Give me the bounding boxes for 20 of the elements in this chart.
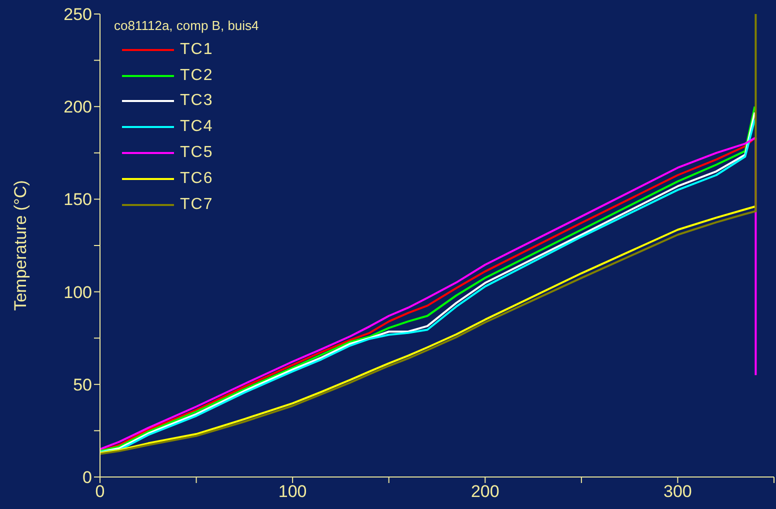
x-tick-label: 200 xyxy=(470,482,500,502)
legend-label: TC7 xyxy=(180,196,214,214)
legend-title: co81112a, comp B, buis4 xyxy=(114,18,260,33)
x-tick-label: 0 xyxy=(95,482,105,502)
y-tick-label: 100 xyxy=(64,282,92,302)
legend-label: TC3 xyxy=(180,92,214,110)
y-tick-label: 250 xyxy=(64,5,92,24)
x-tick-label: 300 xyxy=(664,482,692,502)
legend-label: TC1 xyxy=(180,40,214,59)
y-tick-label: 200 xyxy=(64,98,92,117)
legend-label: TC4 xyxy=(180,118,214,136)
x-tick-label: 100 xyxy=(278,482,307,502)
legend-label: TC6 xyxy=(180,170,214,188)
legend-label: TC2 xyxy=(180,66,214,85)
legend-label: TC5 xyxy=(180,144,214,162)
line-series xyxy=(100,14,757,455)
y-tick-label: 150 xyxy=(64,190,92,210)
y-tick-label: 50 xyxy=(73,375,92,394)
y-tick-label: 0 xyxy=(82,468,92,488)
y-axis-title: Temperature (°C) xyxy=(11,180,30,311)
